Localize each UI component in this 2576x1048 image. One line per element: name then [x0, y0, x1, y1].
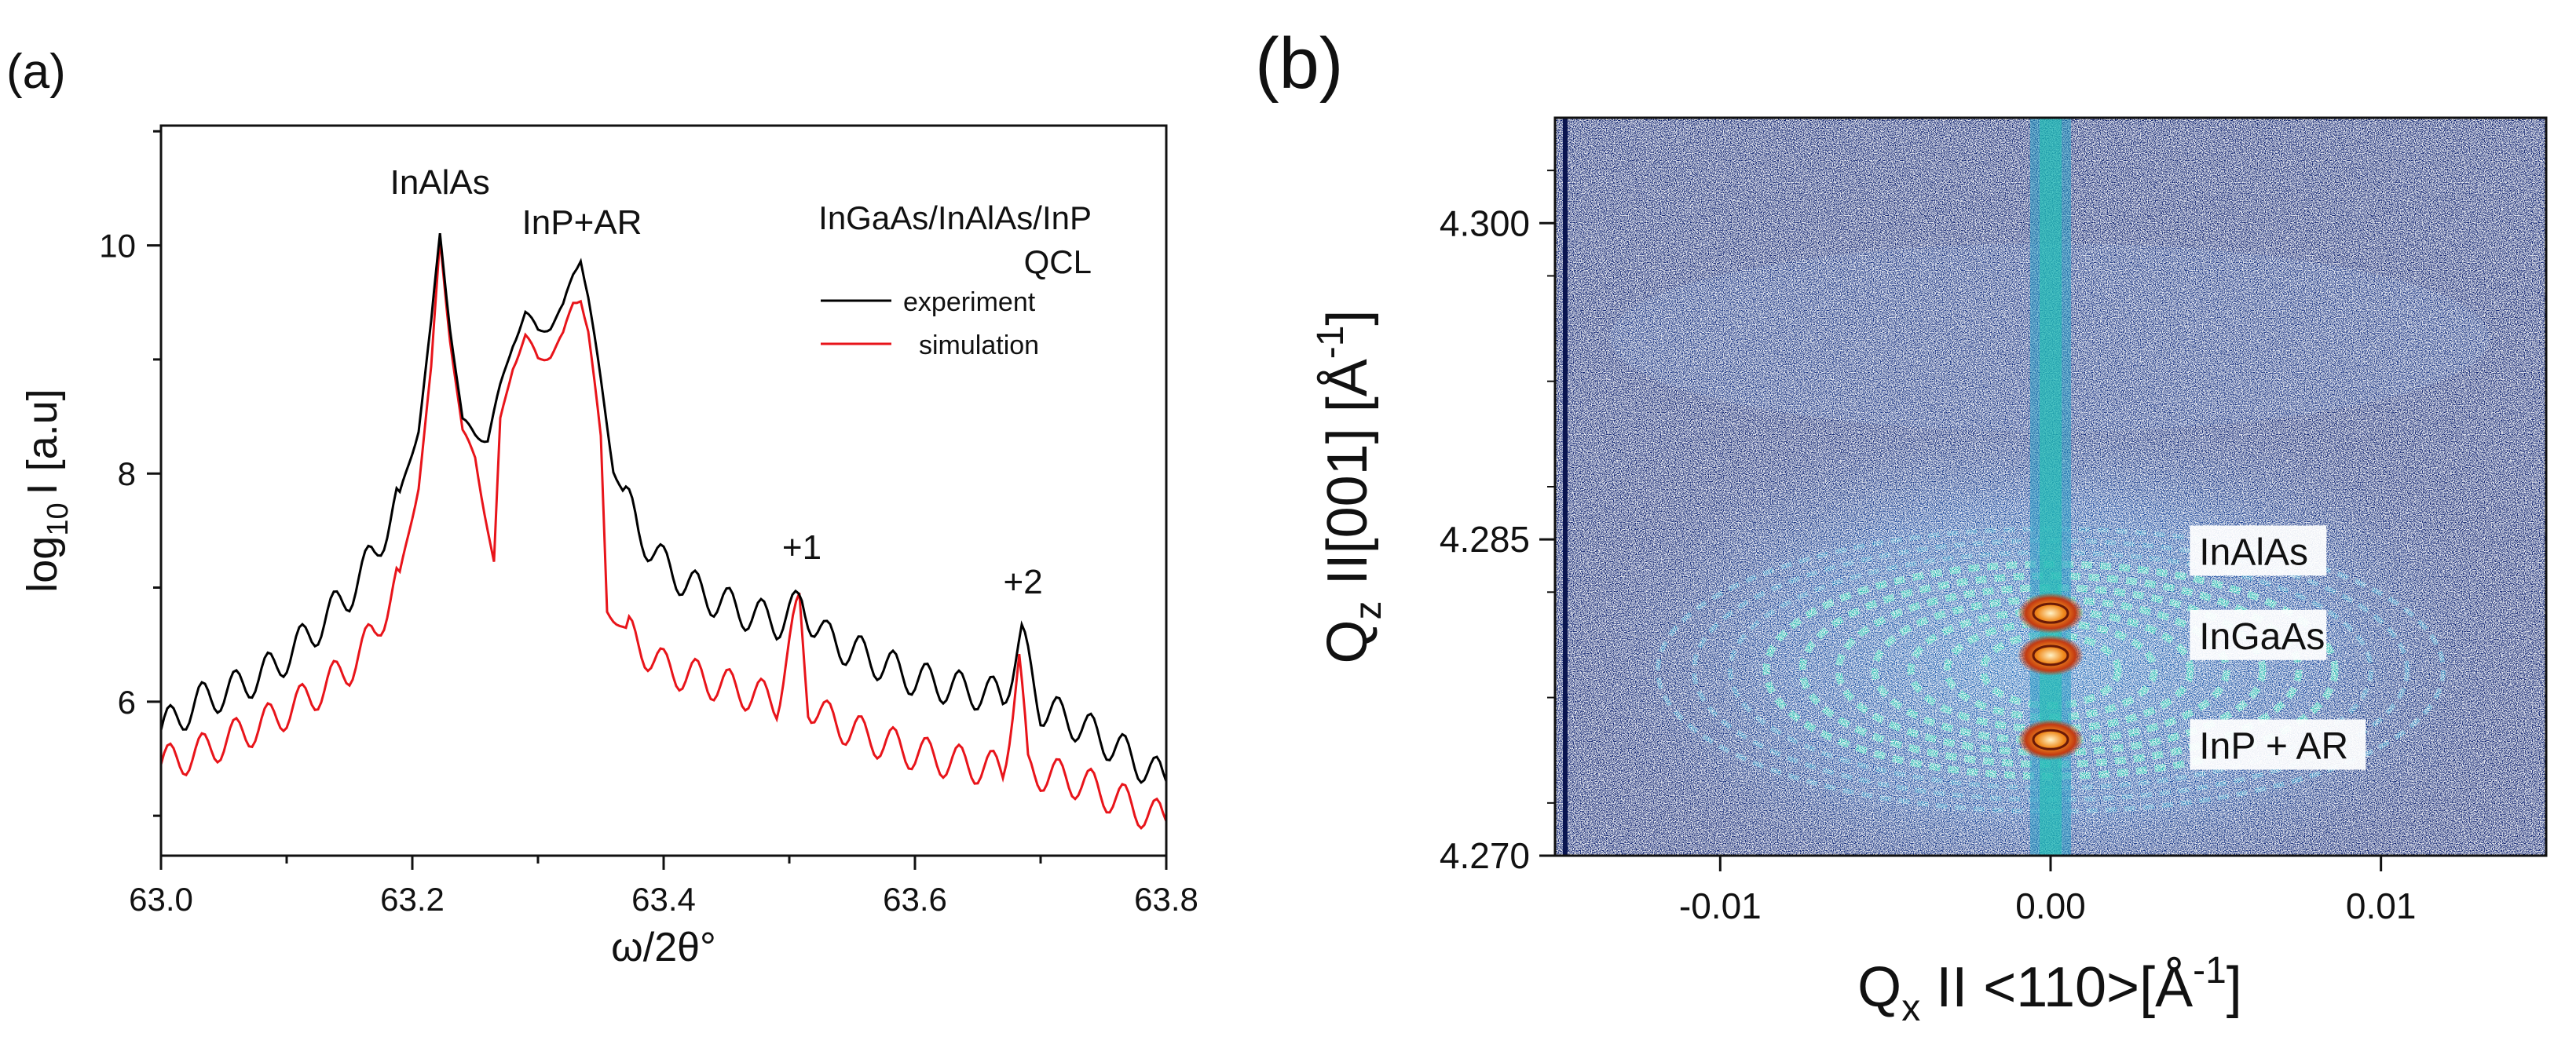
peak-label: InP + AR: [2190, 719, 2366, 769]
legend-label-experiment: experiment: [903, 287, 1036, 317]
peak-annotation: InP+AR: [522, 203, 642, 242]
rsm-map: [1555, 118, 2546, 942]
peak-spot-inalas: [2018, 593, 2084, 634]
x-axis-label-b: Qx II <110>[Å-1]: [1857, 950, 2242, 1029]
peak-spot-ingaas: [2018, 635, 2084, 676]
x-tick-label: -0.01: [1679, 886, 1762, 926]
y-axis-label-a: log10I [a.u]: [19, 389, 75, 592]
x-tick-label: 63.0: [129, 881, 193, 918]
y-tick-label: 4.270: [1440, 835, 1530, 876]
y-axis-label-b: Qz II[001] [Å-1]: [1310, 310, 1389, 664]
peak-annotation: +1: [782, 528, 821, 567]
peak-label: InAlAs: [2190, 525, 2326, 575]
sample-label-line1: InGaAs/InAlAs/InP: [818, 199, 1092, 236]
panel-b-chart: -0.01 0.00 0.01 4.270 4.285 4.300 InAlAs InGa…: [1310, 118, 2546, 1029]
peak-label-text: InGaAs: [2199, 616, 2325, 658]
sample-label-line2: QCL: [1024, 243, 1092, 280]
x-tick-label: 63.6: [883, 881, 947, 918]
panel-a-chart: 63.0 63.2 63.4 63.6 63.8 6 8 10 InAlAs InP+AR +1…: [19, 126, 1198, 970]
peak-label-text: InAlAs: [2199, 531, 2308, 573]
figure: (a) (b) 63.0 63.2 63.4 63.6 63.8 6 8 10 InAlAs…: [0, 0, 2576, 1048]
x-tick-label: 0.00: [2015, 886, 2086, 926]
legend: experiment simulation: [821, 287, 1039, 360]
x-tick-label: 63.8: [1134, 881, 1198, 918]
peak-annotation: +2: [1004, 563, 1043, 601]
x-axis-label-a: ω/2θ°: [611, 925, 716, 970]
peak-label-text: InP + AR: [2199, 725, 2348, 767]
peak-annotation: InAlAs: [390, 163, 490, 202]
y-tick-label: 8: [118, 455, 136, 492]
y-tick-label: 4.300: [1440, 203, 1530, 243]
panel-b-label: (b): [1255, 24, 1343, 104]
legend-label-simulation: simulation: [919, 330, 1039, 360]
y-tick-label: 10: [99, 228, 136, 265]
peak-label: InGaAs: [2190, 610, 2326, 660]
peak-spot-inpar: [2018, 719, 2084, 760]
y-tick-label: 6: [118, 684, 136, 721]
panel-a-label: (a): [6, 45, 66, 99]
y-tick-label: 4.285: [1440, 519, 1530, 560]
x-tick-label: 63.2: [380, 881, 445, 918]
x-tick-label: 63.4: [631, 881, 696, 918]
x-tick-label: 0.01: [2346, 886, 2417, 926]
series-line-simulation: [161, 239, 1166, 828]
